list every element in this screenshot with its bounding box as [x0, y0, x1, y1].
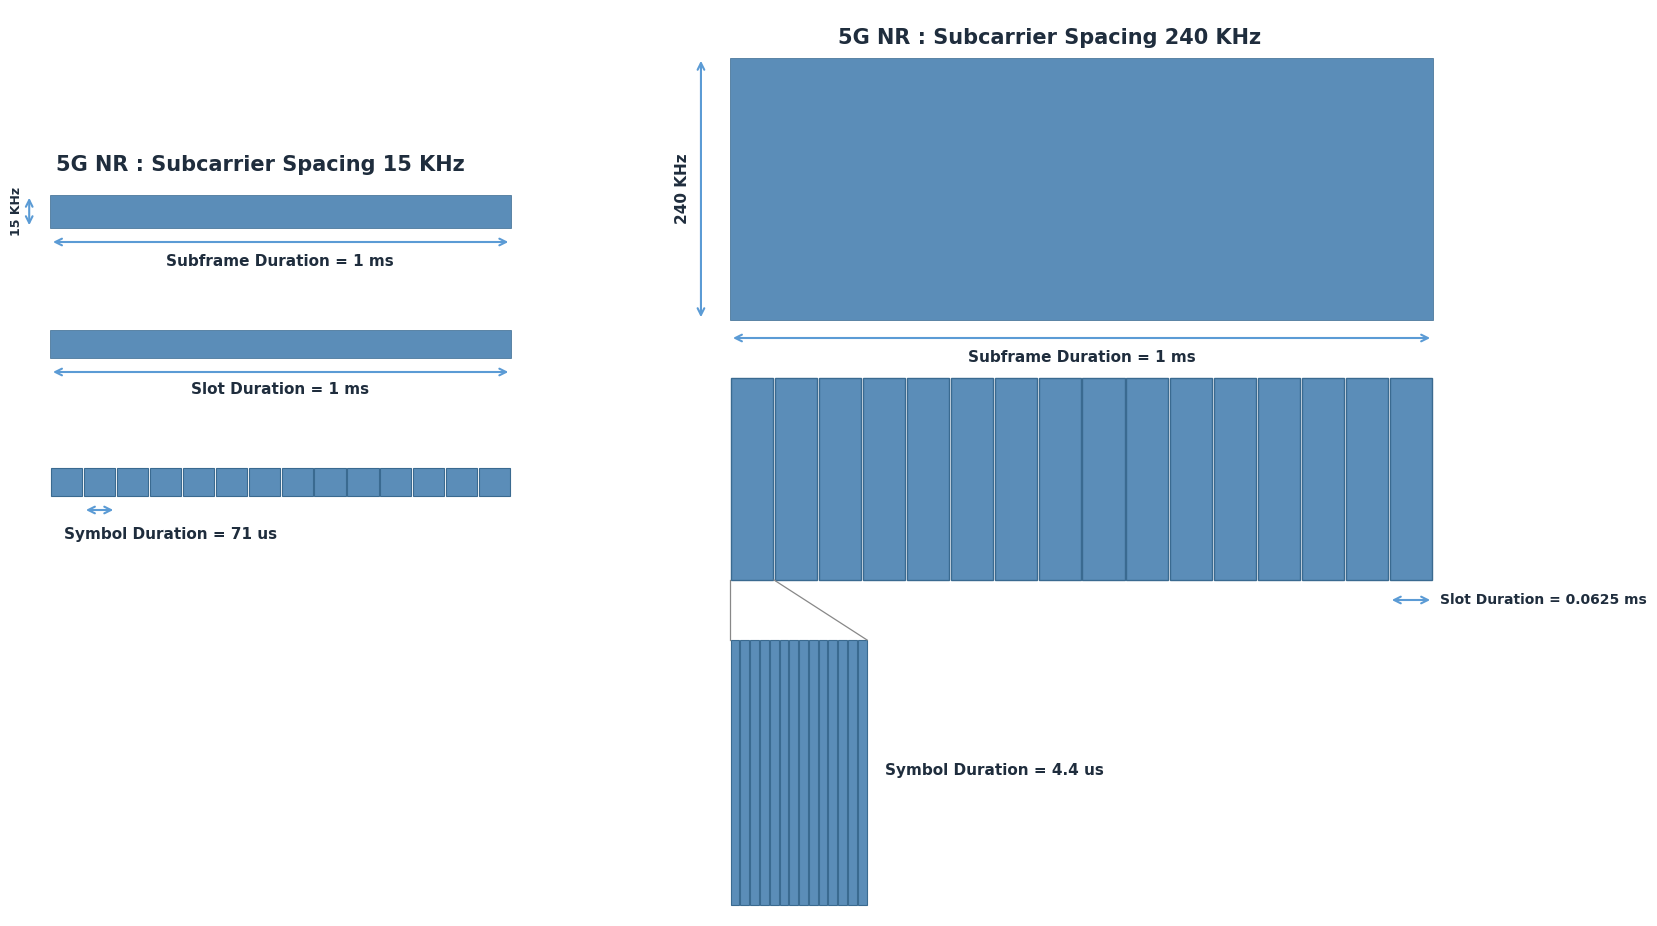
Bar — [1345, 378, 1387, 580]
Bar — [215, 468, 247, 496]
Bar — [749, 640, 759, 905]
Bar — [182, 468, 214, 496]
Bar — [789, 640, 797, 905]
Bar — [729, 58, 1432, 320]
Bar — [994, 378, 1036, 580]
Bar — [1125, 378, 1168, 580]
Bar — [85, 468, 114, 496]
Bar — [906, 378, 948, 580]
Bar — [1082, 378, 1123, 580]
Text: 5G NR : Subcarrier Spacing 240 KHz: 5G NR : Subcarrier Spacing 240 KHz — [837, 28, 1261, 48]
Bar — [949, 378, 993, 580]
Bar — [50, 195, 510, 228]
Bar — [1213, 378, 1256, 580]
Bar — [774, 378, 817, 580]
Bar — [769, 640, 779, 905]
Bar — [1389, 378, 1432, 580]
Bar — [1170, 378, 1211, 580]
Bar — [799, 640, 807, 905]
Text: Symbol Duration = 4.4 us: Symbol Duration = 4.4 us — [885, 762, 1104, 778]
Text: Subframe Duration = 1 ms: Subframe Duration = 1 ms — [968, 351, 1195, 366]
Text: Symbol Duration = 71 us: Symbol Duration = 71 us — [65, 528, 277, 543]
Bar — [731, 378, 772, 580]
Text: Slot Duration = 1 ms: Slot Duration = 1 ms — [191, 382, 370, 397]
Bar — [759, 640, 769, 905]
Bar — [315, 468, 345, 496]
Bar — [779, 640, 787, 905]
Bar — [149, 468, 181, 496]
Bar — [1037, 378, 1080, 580]
Bar — [1258, 378, 1299, 580]
Bar — [50, 330, 510, 358]
Bar — [819, 640, 827, 905]
Bar — [862, 378, 905, 580]
Bar — [479, 468, 510, 496]
Bar — [249, 468, 280, 496]
Bar — [838, 640, 847, 905]
Text: Subframe Duration = 1 ms: Subframe Duration = 1 ms — [166, 255, 394, 269]
Bar — [828, 640, 837, 905]
Bar — [446, 468, 477, 496]
Bar — [379, 468, 411, 496]
Text: 15 KHz: 15 KHz — [10, 186, 23, 235]
Bar — [731, 640, 739, 905]
Bar — [51, 468, 83, 496]
Bar — [857, 640, 867, 905]
Bar — [413, 468, 444, 496]
Bar — [1301, 378, 1344, 580]
Bar — [819, 378, 860, 580]
Bar — [741, 640, 749, 905]
Text: 5G NR : Subcarrier Spacing 15 KHz: 5G NR : Subcarrier Spacing 15 KHz — [56, 155, 464, 175]
Bar — [809, 640, 817, 905]
Bar — [348, 468, 378, 496]
Text: Slot Duration = 0.0625 ms: Slot Duration = 0.0625 ms — [1440, 593, 1645, 607]
Bar — [118, 468, 147, 496]
Bar — [282, 468, 313, 496]
Text: 240 KHz: 240 KHz — [674, 154, 689, 224]
Bar — [847, 640, 857, 905]
